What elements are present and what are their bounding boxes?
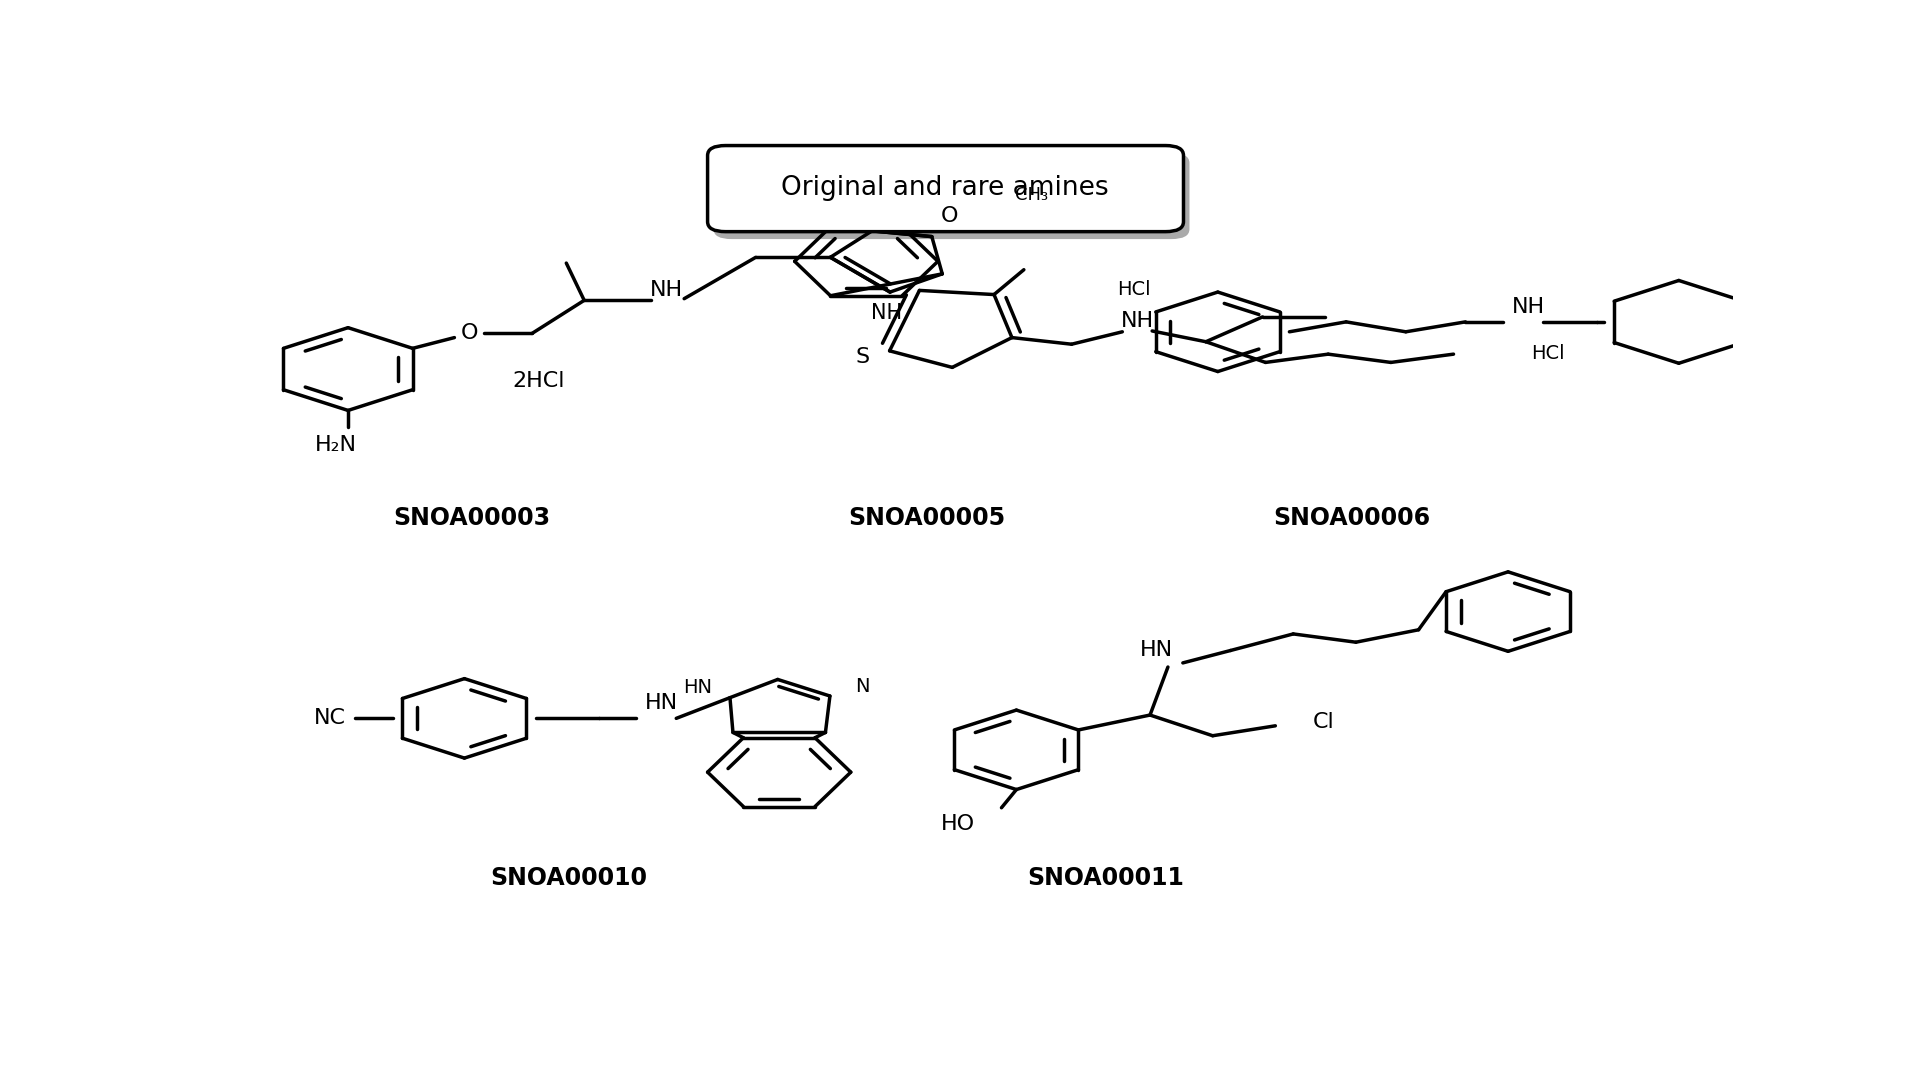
Text: HN: HN <box>1140 641 1172 660</box>
Text: HN: HN <box>683 678 712 698</box>
Text: SNOA00003: SNOA00003 <box>393 506 551 530</box>
Text: SNOA00005: SNOA00005 <box>849 506 1005 530</box>
Text: Original and rare amines: Original and rare amines <box>782 175 1109 201</box>
Text: NH: NH <box>651 281 683 300</box>
Text: H₂N: H₂N <box>316 435 358 455</box>
Text: SNOA00011: SNOA00011 <box>1028 866 1184 890</box>
Text: 2HCl: 2HCl <box>512 372 566 391</box>
Text: HCl: HCl <box>1530 344 1565 363</box>
Text: HO: HO <box>941 814 974 834</box>
Text: Cl: Cl <box>1313 712 1334 732</box>
Text: S: S <box>857 347 870 368</box>
Text: NC: NC <box>314 708 346 729</box>
Text: NH: NH <box>872 303 903 322</box>
Text: NH: NH <box>1120 311 1153 331</box>
Text: NH: NH <box>1511 297 1544 317</box>
Text: HCl: HCl <box>1116 281 1151 299</box>
Text: N: N <box>855 676 870 696</box>
FancyBboxPatch shape <box>714 153 1190 239</box>
Text: O: O <box>941 206 959 226</box>
Text: O: O <box>460 324 477 343</box>
Text: CH₃: CH₃ <box>1016 186 1049 204</box>
Text: SNOA00006: SNOA00006 <box>1274 506 1430 530</box>
FancyBboxPatch shape <box>708 145 1184 231</box>
Text: HN: HN <box>645 693 678 714</box>
Text: SNOA00010: SNOA00010 <box>491 866 647 890</box>
